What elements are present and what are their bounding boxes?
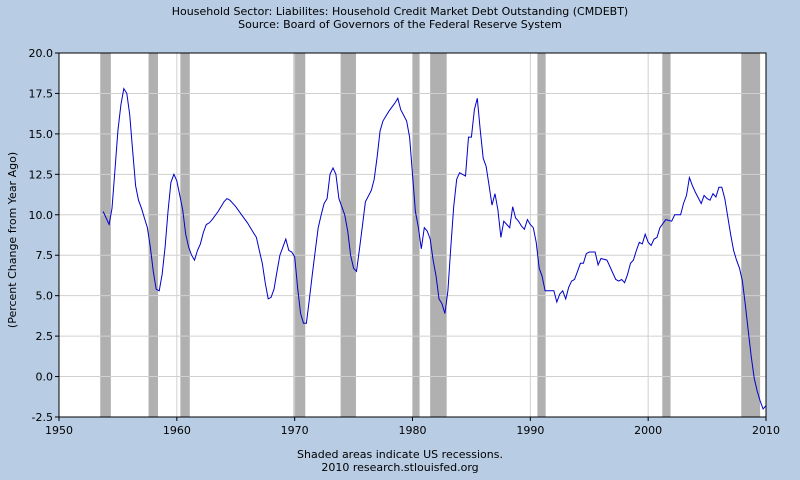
y-tick-label-9: 20.0 [29,47,54,60]
chart-subtitle: Source: Board of Governors of the Federa… [238,18,562,31]
x-axis-ticks: 1950 1960 1970 1980 1990 2000 2010 [45,417,780,437]
x-tick-label-6: 2010 [752,424,780,437]
recession-band-2 [180,53,190,417]
x-tick-label-3: 1980 [399,424,427,437]
x-tick-label-1: 1960 [163,424,191,437]
recession-band-7 [537,53,546,417]
recession-band-3 [293,53,306,417]
x-tick-label-5: 2000 [634,424,662,437]
recession-band-9 [741,53,761,417]
y-tick-label-2: 2.5 [36,330,54,343]
y-tick-label-8: 17.5 [29,87,54,100]
y-tick-label-6: 12.5 [29,168,54,181]
y-tick-label-4: 7.5 [36,249,54,262]
data-series [102,87,767,410]
y-tick-label-0: -2.5 [32,411,53,424]
x-tick-label-2: 1970 [281,424,309,437]
series-line-0 [102,87,767,410]
recession-band-8 [662,53,671,417]
x-tick-label-0: 1950 [45,424,73,437]
x-tick-label-4: 1990 [516,424,544,437]
source-credit: 2010 research.stlouisfed.org [321,461,479,474]
y-tick-label-3: 5.0 [36,290,54,303]
y-axis-ticks: -2.5 0.0 2.5 5.0 7.5 10.0 12.5 15.0 17.5 20.0 [29,47,59,424]
recession-band-6 [430,53,447,417]
y-tick-label-5: 10.0 [29,209,54,222]
y-axis-label: (Percent Change from Year Ago) [6,152,19,328]
recession-footnote: Shaded areas indicate US recessions. [297,448,503,461]
recession-band-0 [100,53,111,417]
chart-title: Household Sector: Liabilites: Household … [171,5,629,18]
recession-band-1 [148,53,158,417]
y-tick-label-1: 0.0 [36,371,54,384]
plot-frame [58,52,767,418]
y-tick-label-7: 15.0 [29,128,54,141]
recession-band-5 [412,53,420,417]
recession-bands [100,53,761,417]
